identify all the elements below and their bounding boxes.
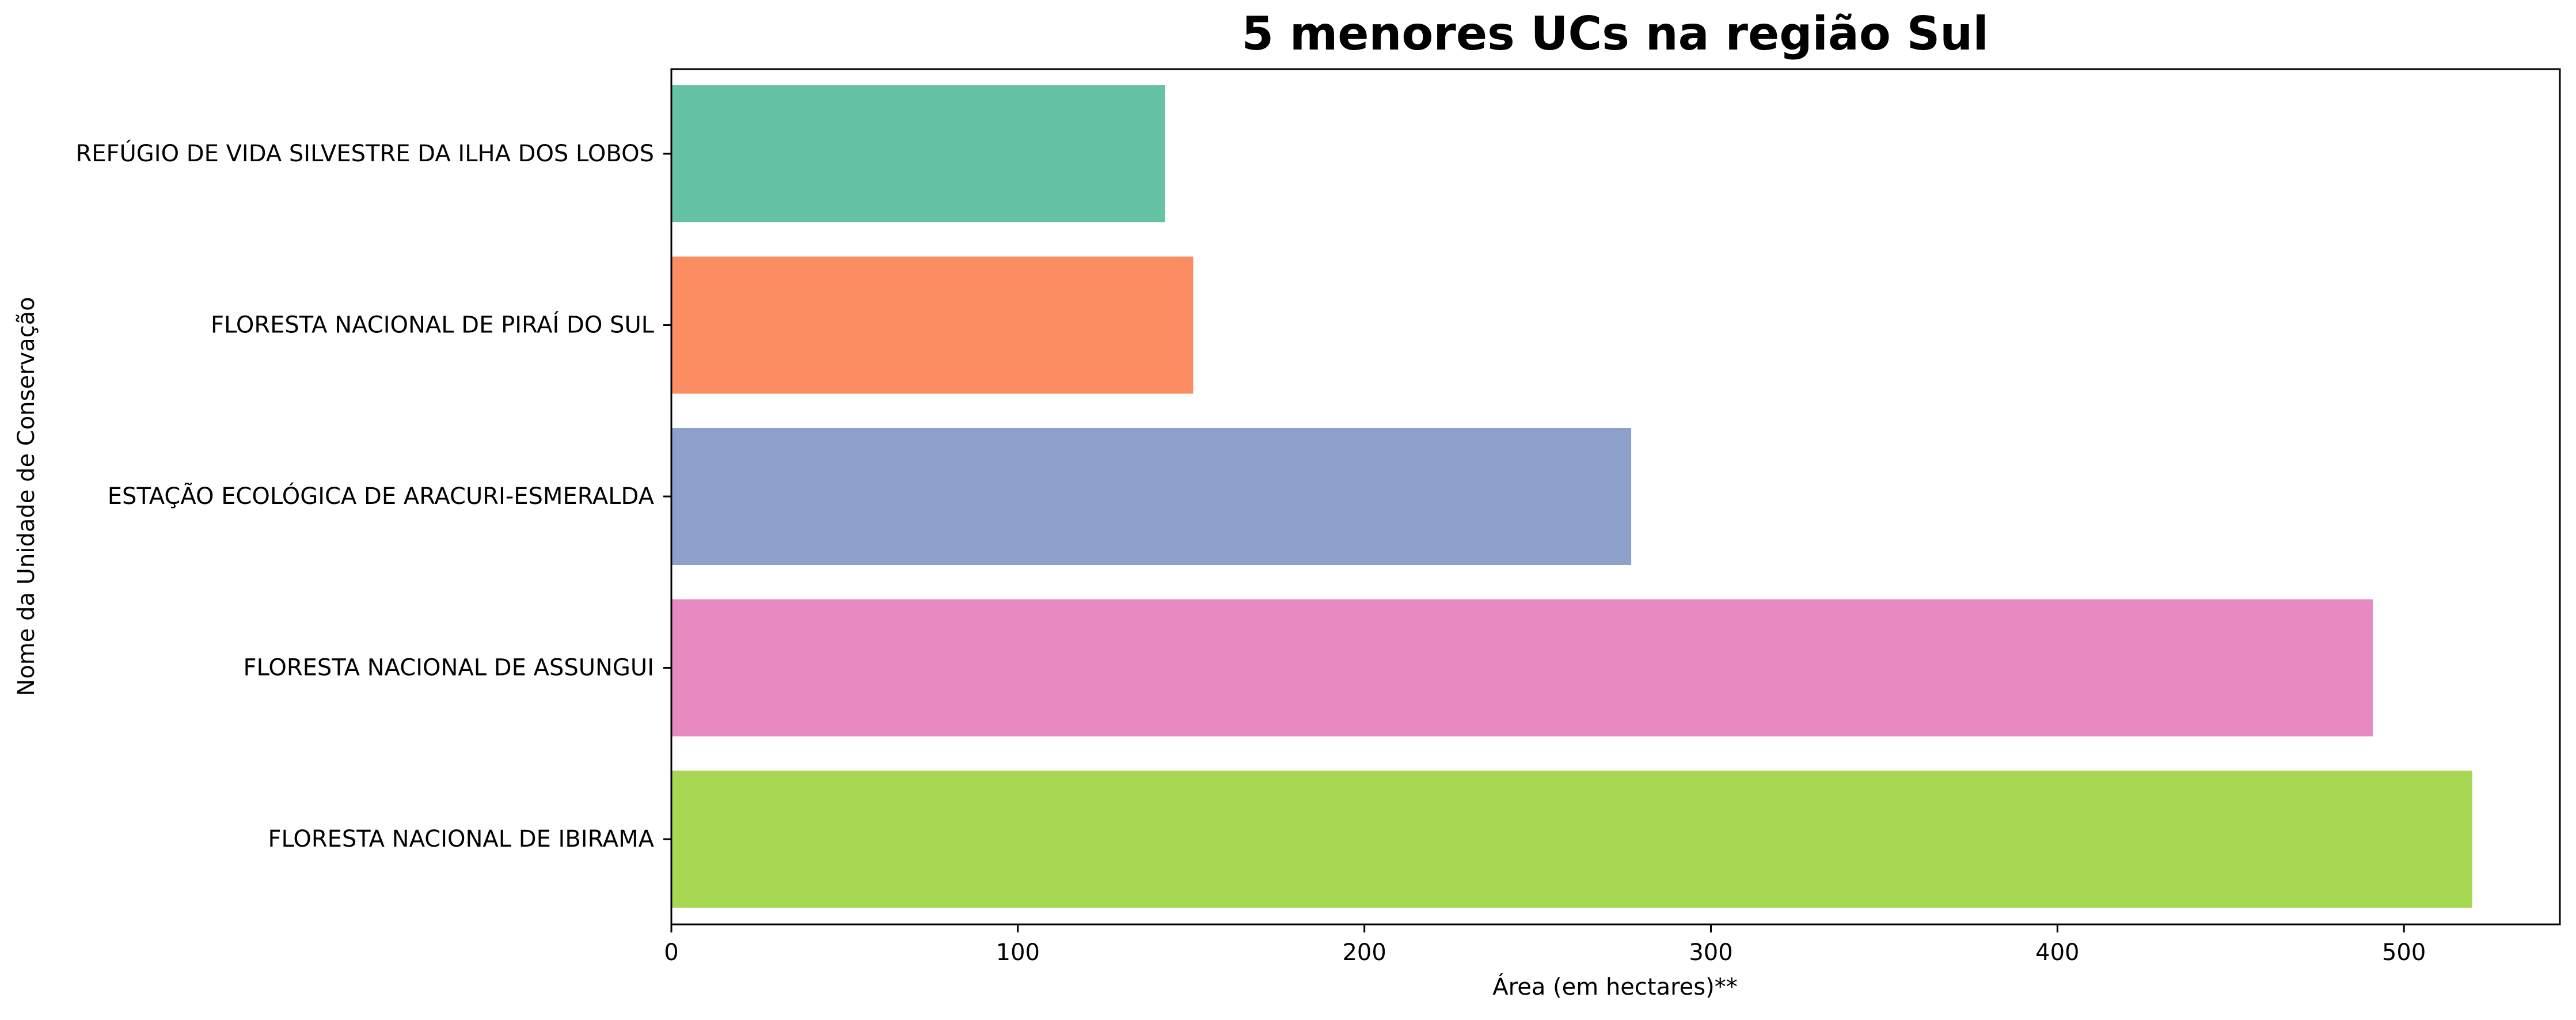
bars-layer xyxy=(671,85,2472,908)
x-axis-label: Área (em hectares)** xyxy=(1492,973,1737,1000)
y-tick-label: REFÚGIO DE VIDA SILVESTRE DA ILHA DOS LO… xyxy=(75,139,654,167)
bar-floresta-nacional-de-assungui xyxy=(671,599,2373,737)
bar-floresta-nacional-de-ibirama xyxy=(671,771,2472,908)
bar-estacao-ecologica-de-aracuri-esmeralda xyxy=(671,428,1632,565)
bar-floresta-nacional-de-pirai-do-sul xyxy=(671,256,1194,394)
x-tick-label: 100 xyxy=(996,939,1040,966)
y-tick-label: FLORESTA NACIONAL DE IBIRAMA xyxy=(268,826,654,852)
y-axis-ticks: REFÚGIO DE VIDA SILVESTRE DA ILHA DOS LO… xyxy=(75,139,671,852)
y-tick-label: FLORESTA NACIONAL DE PIRAÍ DO SUL xyxy=(211,311,655,339)
x-tick-label: 0 xyxy=(664,939,678,966)
x-tick-label: 500 xyxy=(2382,939,2426,966)
bar-refugio-de-vida-silvestre-da-ilha-dos-lobos xyxy=(671,85,1165,222)
x-tick-label: 300 xyxy=(1689,939,1732,966)
y-axis-label: Nome da Unidade de Conservação xyxy=(13,297,40,696)
x-tick-label: 200 xyxy=(1342,939,1386,966)
chart-title: 5 menores UCs na região Sul xyxy=(1241,7,1988,60)
x-axis-ticks: 0 100 200 300 400 500 xyxy=(664,924,2426,966)
y-tick-label: ESTAÇÃO ECOLÓGICA DE ARACURI-ESMERALDA xyxy=(108,482,655,510)
x-tick-label: 400 xyxy=(2035,939,2079,966)
y-tick-label: FLORESTA NACIONAL DE ASSUNGUI xyxy=(244,655,655,681)
